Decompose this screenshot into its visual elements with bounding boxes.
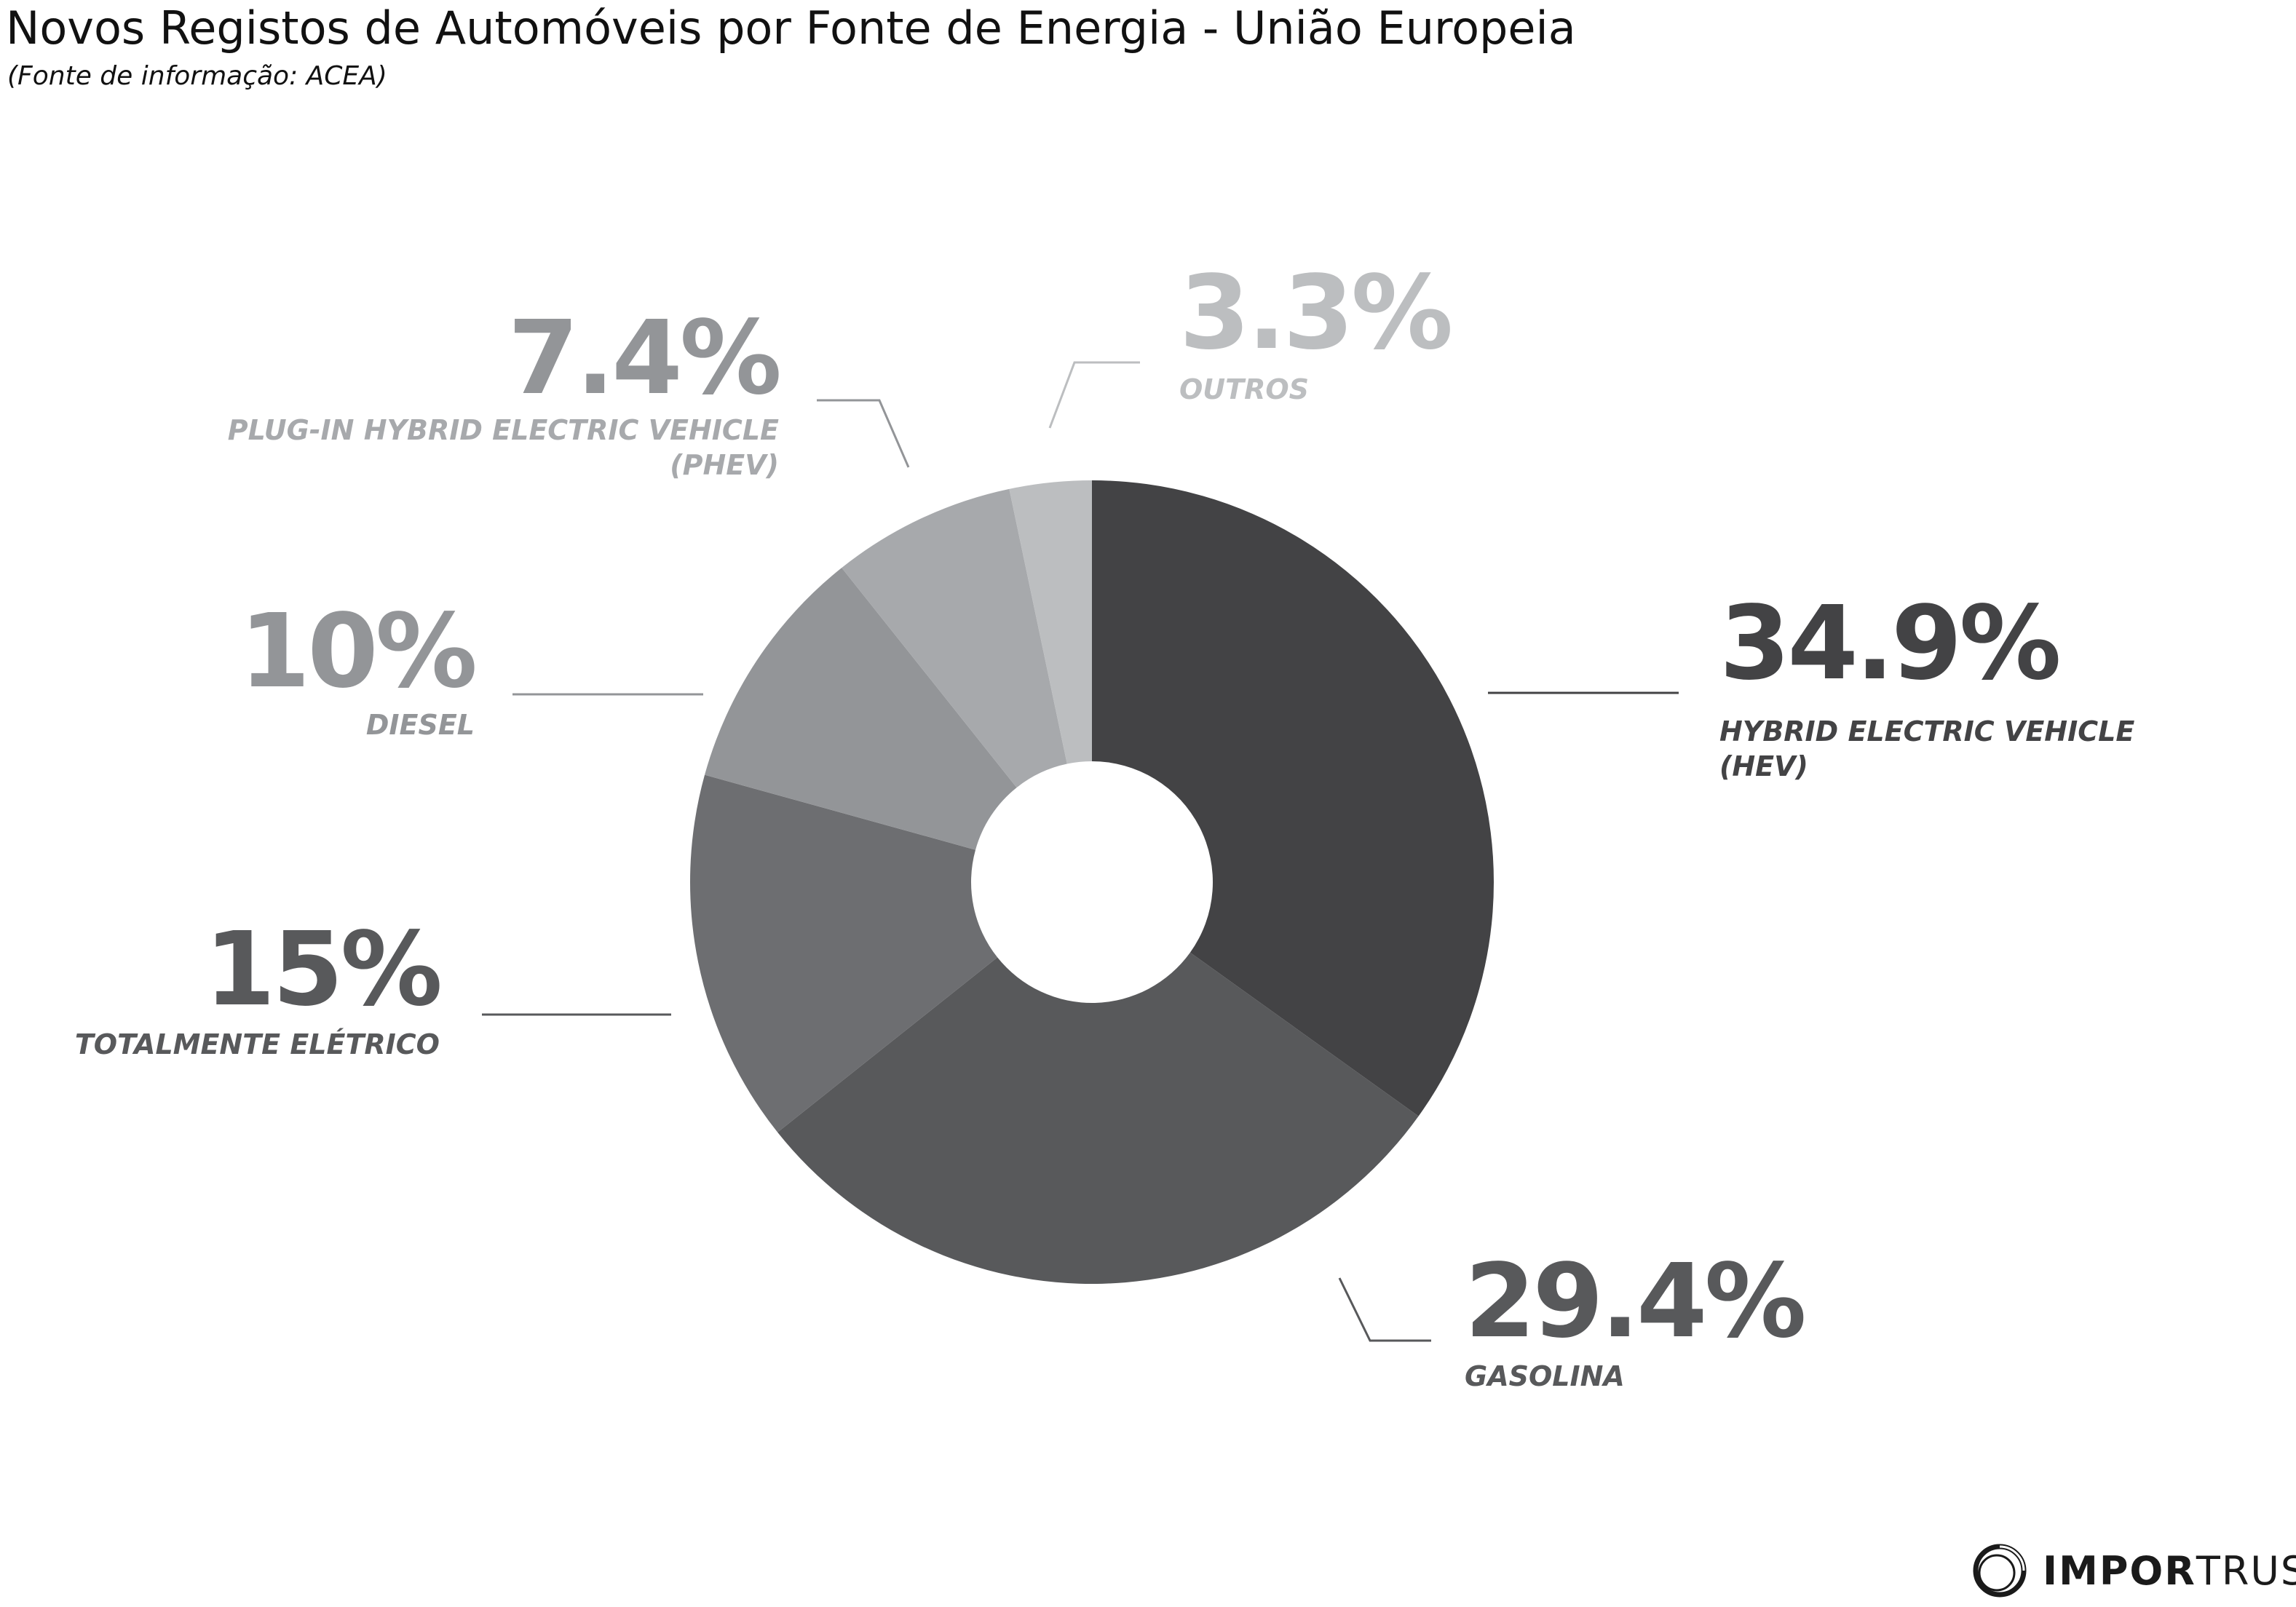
slice-category-label: TOTALMENTE ELÉTRICO (75, 1028, 440, 1060)
chart-title: Novos Registos de Automóveis por Fonte d… (6, 1, 1576, 55)
slice-percentage-label: 34.9% (1719, 584, 2059, 703)
slice-category-label: OUTROS (1179, 373, 1309, 405)
chart-subtitle: (Fonte de informação: ACEA) (7, 61, 387, 91)
slice-category-label: PLUG-IN HYBRID ELECTRIC VEHICLE (228, 414, 779, 446)
leader-line (817, 399, 910, 468)
slice-category-label: DIESEL (366, 709, 475, 741)
donut-slice (1092, 480, 1494, 1116)
logo-wordmark-light: TRUST (2196, 1547, 2296, 1594)
donut-slice (777, 952, 1419, 1285)
slice-category-label: (PHEV) (670, 449, 779, 481)
donut-labels: 34.9% HYBRID ELECTRIC VEHICLE(HEV) 29.4%GA… (75, 254, 2134, 1392)
importrust-logo: IMPORTRUST (1970, 1534, 2296, 1607)
logo-wordmark: IMPORTRUST (2043, 1548, 2296, 1594)
slice-percentage-label: 29.4% (1465, 1242, 1804, 1361)
slice-category-label: GASOLINA (1465, 1360, 1625, 1392)
importrust-ring-icon (1973, 1544, 2027, 1598)
donut-slice (842, 488, 1067, 788)
slice-percentage-label: 15% (205, 910, 440, 1029)
slice-percentage-label: 10% (240, 592, 475, 711)
leader-line (1338, 1277, 1431, 1342)
logo-wordmark-bold: IMPOR (2043, 1547, 2196, 1594)
slice-category-label: (HEV) (1719, 750, 1808, 782)
donut-slices (690, 480, 1494, 1285)
donut-slice (1009, 480, 1092, 764)
donut-slice (690, 774, 998, 1132)
slice-percentage-label: 7.4% (508, 299, 779, 418)
slice-percentage-label: 3.3% (1179, 254, 1450, 373)
slice-category-label: HYBRID ELECTRIC VEHICLE (1719, 715, 2134, 747)
leader-line (1048, 361, 1140, 429)
donut-slice (705, 568, 1017, 850)
